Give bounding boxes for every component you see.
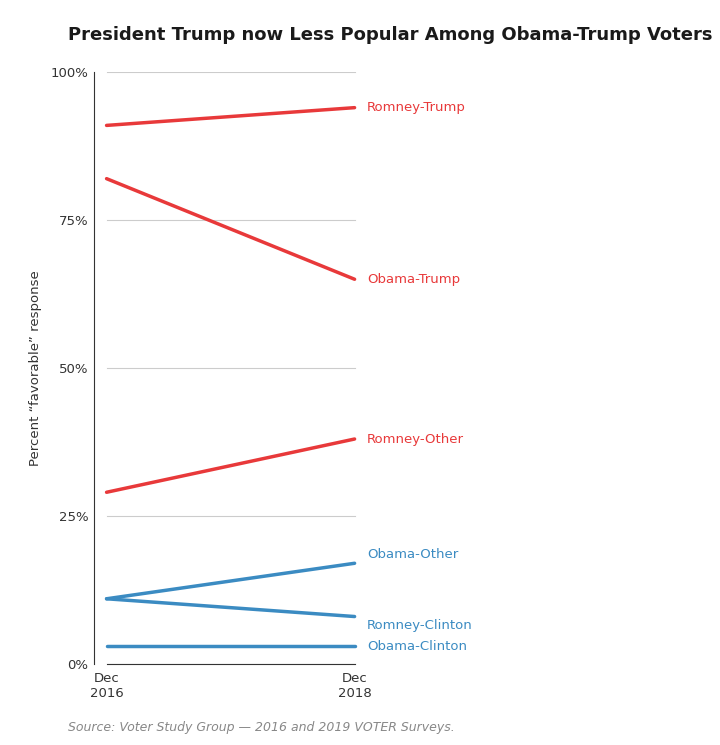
Text: Obama-Trump: Obama-Trump	[367, 273, 460, 286]
Text: Obama-Clinton: Obama-Clinton	[367, 640, 467, 653]
Text: Romney-Trump: Romney-Trump	[367, 101, 466, 114]
Text: President Trump now Less Popular Among Obama-Trump Voters: President Trump now Less Popular Among O…	[68, 26, 713, 44]
Y-axis label: Percent “favorable” response: Percent “favorable” response	[30, 270, 42, 466]
Text: Source: Voter Study Group — 2016 and 2019 VOTER Surveys.: Source: Voter Study Group — 2016 and 201…	[68, 721, 455, 734]
Text: Romney-Clinton: Romney-Clinton	[367, 619, 473, 632]
Text: Romney-Other: Romney-Other	[367, 433, 464, 446]
Text: Obama-Other: Obama-Other	[367, 548, 458, 561]
